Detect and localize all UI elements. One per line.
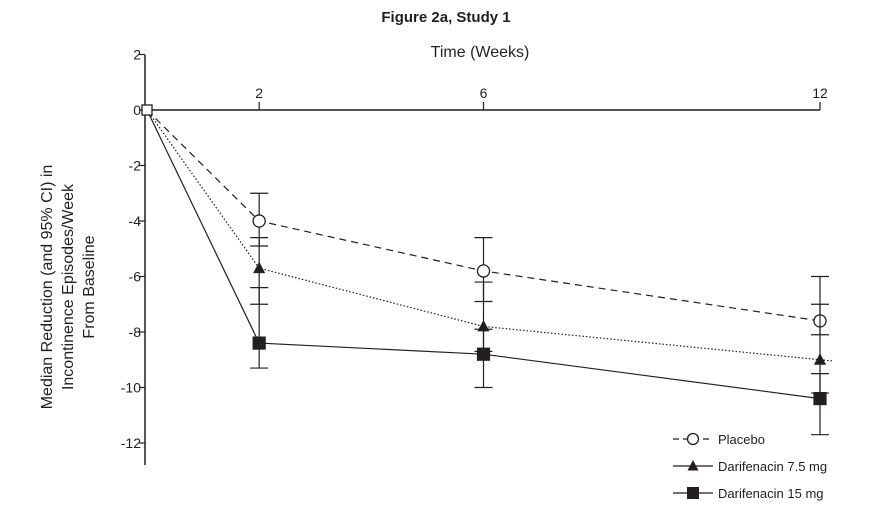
- series-darifenacin-15-mg: [146, 109, 829, 436]
- series-line: [146, 109, 821, 322]
- series-line: [146, 109, 821, 400]
- y-tick-label: 0: [133, 102, 141, 118]
- x-axis-label: Time (Weeks): [431, 44, 530, 61]
- y-axis-label-line: Median Reduction (and 95% CI) in: [39, 165, 56, 410]
- legend-item: Darifenacin 7.5 mg: [673, 459, 827, 474]
- error-bar: [250, 287, 269, 369]
- marker-open-circle: [252, 214, 266, 228]
- x-tick-label: 2: [255, 85, 263, 101]
- y-axis-label-line: Incontinence Episodes/Week: [60, 183, 77, 390]
- legend-label: Darifenacin 7.5 mg: [718, 459, 827, 474]
- marker-filled-square: [687, 487, 699, 499]
- legend-label: Darifenacin 15 mg: [718, 486, 824, 501]
- marker-open-circle: [476, 264, 491, 278]
- x-tick-label: 6: [480, 85, 488, 101]
- marker-filled-square: [476, 347, 491, 361]
- y-axis-label-line: From Baseline: [81, 235, 98, 338]
- marker-open-circle: [686, 432, 700, 446]
- origin-marker: [141, 104, 153, 116]
- y-axis-label: Median Reduction (and 95% CI) in Inconti…: [39, 165, 98, 410]
- y-tick-label: -4: [129, 213, 142, 229]
- series-placebo: [146, 109, 829, 336]
- y-tick-label: -2: [129, 158, 142, 174]
- marker-filled-triangle: [253, 261, 266, 274]
- axes: 2 0 -2 -4 -6 -8 -10 -12 2 6 12: [121, 47, 828, 465]
- y-tick-label: -6: [129, 269, 142, 285]
- marker-filled-triangle: [687, 460, 699, 471]
- marker-filled-triangle: [477, 319, 490, 332]
- chart-title: Figure 2a, Study 1: [381, 9, 510, 26]
- legend-item: Darifenacin 15 mg: [673, 486, 824, 501]
- legend-item: Placebo: [673, 432, 765, 447]
- marker-filled-triangle: [813, 353, 827, 365]
- y-tick-label: -8: [129, 324, 142, 340]
- x-tick-label: 12: [812, 85, 828, 101]
- y-tick-label: -10: [121, 380, 141, 396]
- legend-label: Placebo: [718, 432, 765, 447]
- marker-filled-square: [813, 392, 827, 406]
- plot-area: [141, 104, 833, 436]
- y-tick-label: 2: [133, 47, 141, 63]
- legend: Placebo Darifenacin 7.5 mg Darifenacin 15 …: [673, 432, 827, 501]
- y-tick-label: -12: [121, 435, 141, 451]
- marker-filled-square: [252, 336, 266, 350]
